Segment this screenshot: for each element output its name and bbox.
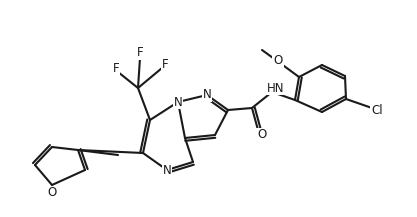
Text: F: F <box>137 46 143 59</box>
Text: F: F <box>162 58 168 71</box>
Text: O: O <box>257 128 266 141</box>
Text: N: N <box>163 163 171 176</box>
Text: N: N <box>173 95 182 108</box>
Text: O: O <box>274 54 283 67</box>
Text: O: O <box>48 186 57 199</box>
Text: HN: HN <box>267 82 285 94</box>
Text: N: N <box>203 89 211 102</box>
Text: Cl: Cl <box>371 104 383 117</box>
Text: F: F <box>113 61 119 74</box>
